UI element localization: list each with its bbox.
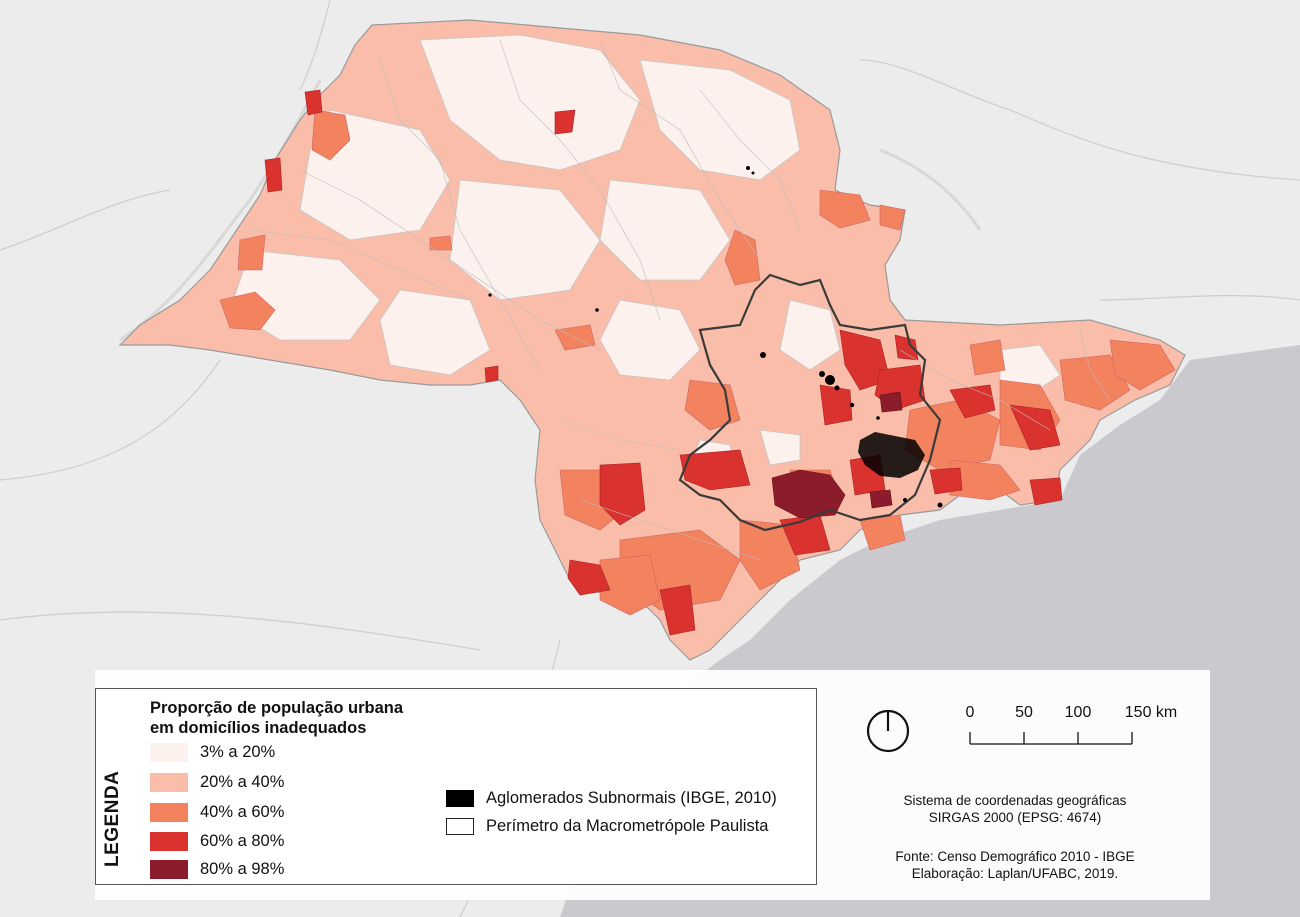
legend-title-line2: em domicílios inadequados (150, 719, 367, 737)
rivers (119, 79, 982, 342)
legend-vertical-label: LEGENDA (102, 770, 123, 867)
scale-tick-label-0: 0 (965, 704, 975, 721)
legend-title: Proporção de população urbana em domicíl… (150, 698, 450, 738)
legend-label-class-4: 60% a 80% (200, 832, 285, 850)
crs-line1: Sistema de coordenadas geográficas (903, 793, 1127, 808)
legend-label-class-3: 40% a 60% (200, 803, 285, 821)
scale-tick-label-50: 50 (1015, 704, 1033, 721)
legend-label-class-2: 20% a 40% (200, 773, 285, 791)
legend-swatch-class-2 (150, 773, 188, 792)
legend-label-class-1: 3% a 20% (200, 743, 276, 761)
scale-bar-graphic (969, 732, 1133, 745)
crs-line2: SIRGAS 2000 (EPSG: 4674) (928, 810, 1102, 825)
legend-swatch-class-1 (150, 743, 188, 762)
macrometropole-perimeter (678, 273, 942, 532)
legend-box: LEGENDA Proporção de população urbana em… (95, 688, 817, 885)
legend-swatch-class-3 (150, 803, 188, 822)
scale-tick-label-150: 150 km (1124, 704, 1178, 721)
legend-swatch-perimetro (446, 818, 474, 835)
scale-bar: 0 50 100 150 km (961, 704, 1181, 754)
legend-panel: LEGENDA Proporção de população urbana em… (95, 670, 1210, 900)
legend-swatch-aglomerados (446, 790, 474, 807)
legend-swatch-class-4 (150, 832, 188, 851)
legend-label-aglomerados: Aglomerados Subnormais (IBGE, 2010) (486, 789, 777, 807)
legend-swatch-class-5 (150, 860, 188, 879)
aglomerados-subnormais (488, 166, 943, 508)
crs-info: Sistema de coordenadas geográficas SIRGA… (835, 792, 1195, 826)
class-3-20-areas (229, 34, 1061, 481)
municipal-boundaries (249, 39, 1111, 561)
legend-title-line1: Proporção de população urbana (150, 699, 404, 717)
class-80-98-areas (771, 391, 903, 519)
credits-author: Elaboração: Laplan/UFABC, 2019. (911, 866, 1119, 881)
legend-label-perimetro: Perímetro da Macrometrópole Paulista (486, 817, 769, 835)
class-60-80-areas (264, 89, 1063, 636)
credits-source: Fonte: Censo Demográfico 2010 - IBGE (895, 849, 1135, 864)
legend-label-class-5: 80% a 98% (200, 860, 285, 878)
credits-info: Fonte: Censo Demográfico 2010 - IBGE Ela… (835, 848, 1195, 882)
scale-tick-label-100: 100 (1064, 704, 1092, 721)
north-arrow-icon (866, 709, 910, 753)
